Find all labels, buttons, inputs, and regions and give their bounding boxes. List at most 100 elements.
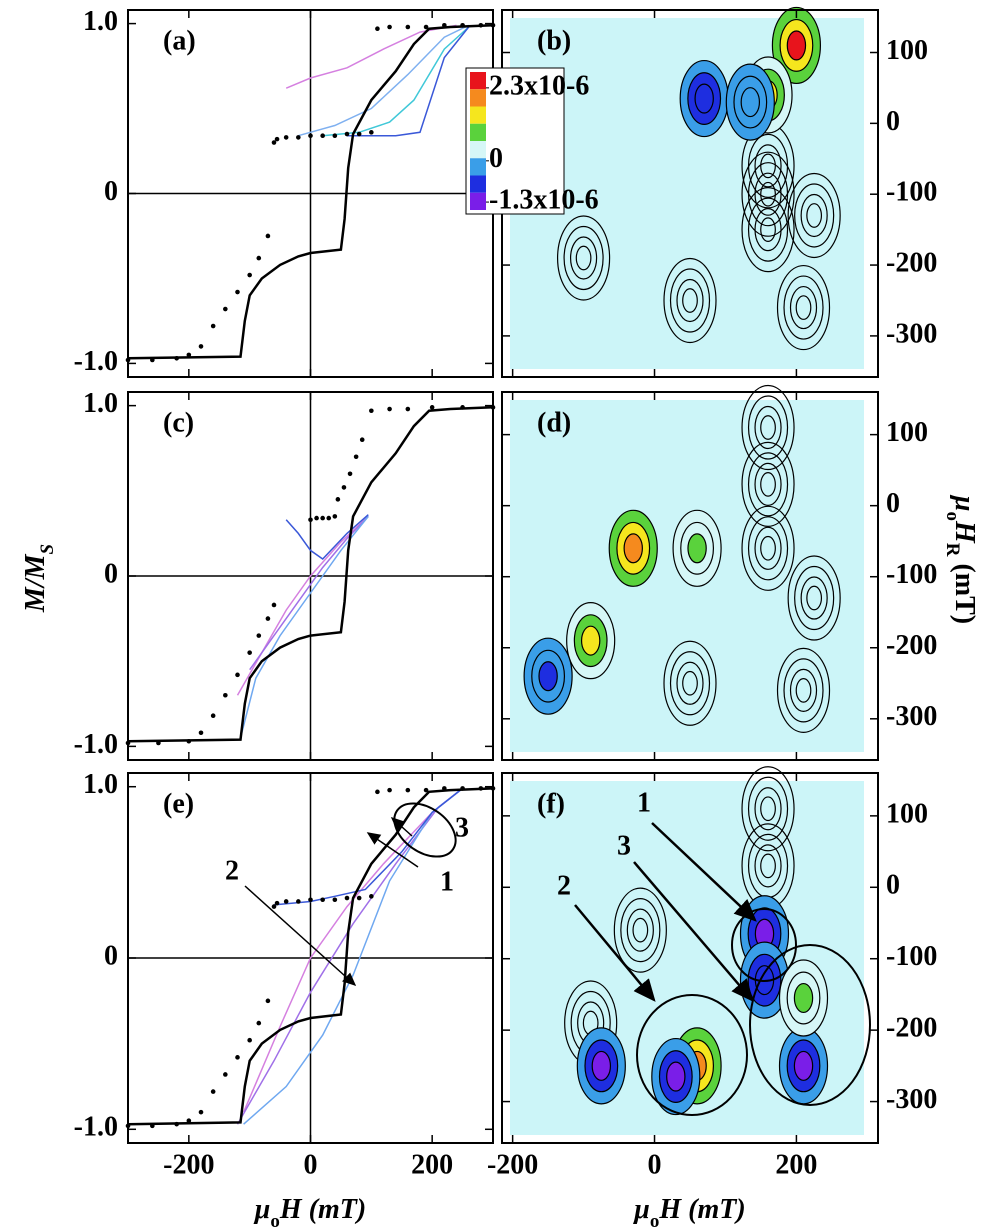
y-tick-label: -1.0 <box>74 1112 118 1143</box>
contour-ring <box>741 151 795 237</box>
data-point <box>442 22 447 28</box>
data-point <box>308 897 313 903</box>
data-point <box>369 130 374 135</box>
curve <box>127 24 494 360</box>
contour-ring <box>575 245 592 271</box>
data-point <box>265 616 271 621</box>
x-tick-label: -200 <box>163 1149 214 1180</box>
colorbar-swatch <box>470 175 486 193</box>
label-part: o <box>270 1211 280 1230</box>
colorbar-swatch <box>470 158 486 176</box>
data-point <box>332 514 338 519</box>
contour-ring <box>787 172 841 259</box>
data-point <box>320 515 325 521</box>
contour-ring <box>682 670 698 696</box>
y-tick-label: -200 <box>886 630 937 661</box>
contour-ring <box>789 668 818 712</box>
annotation-arrow <box>633 861 754 1002</box>
contour-ring <box>806 585 823 611</box>
contour-ring <box>741 187 795 273</box>
data-point <box>174 356 179 361</box>
data-point <box>150 357 155 363</box>
data-point <box>387 406 392 412</box>
data-point <box>186 1118 192 1124</box>
contour-ring <box>613 887 667 973</box>
contour-ring <box>663 640 717 726</box>
annotation: 3 <box>455 812 469 843</box>
data-point <box>344 895 350 901</box>
data-point <box>387 787 392 793</box>
data-point <box>359 437 365 443</box>
colorbar-swatch <box>470 106 486 124</box>
data-point <box>429 405 435 410</box>
density-peak <box>694 83 714 114</box>
data-point <box>247 650 252 655</box>
contour-ring <box>754 405 782 450</box>
contour-ring <box>754 462 782 506</box>
contour-ring <box>626 908 654 952</box>
curve <box>242 787 464 1113</box>
panel-label: (c) <box>163 407 194 438</box>
contour-ring <box>760 415 776 440</box>
data-point <box>460 786 465 791</box>
data-point <box>235 1055 240 1060</box>
contour-ring <box>747 776 789 841</box>
y-tick-label: -1.0 <box>74 346 118 377</box>
contour-ring <box>800 193 828 238</box>
data-point <box>186 352 192 358</box>
contour-ring <box>754 787 782 831</box>
data-point <box>460 22 465 28</box>
data-point <box>375 789 380 795</box>
axis-label: μoH (mT) <box>632 1194 745 1230</box>
annotation: 1 <box>637 787 651 818</box>
y-tick-label: 1.0 <box>83 769 118 800</box>
data-point <box>235 672 240 678</box>
contour-ring <box>563 225 604 291</box>
annotation-arrow <box>574 904 656 1002</box>
data-point <box>247 272 252 278</box>
data-point <box>274 900 280 906</box>
data-point <box>375 26 380 31</box>
contour-ring <box>783 275 824 340</box>
panel-label: (a) <box>163 25 196 56</box>
curve <box>298 24 470 137</box>
contour-ring <box>741 766 795 852</box>
colorbar-swatch <box>470 192 486 210</box>
contour-ring <box>754 208 782 252</box>
data-point <box>344 131 350 137</box>
data-point <box>150 1123 155 1129</box>
contour-ring <box>747 452 789 517</box>
colorbar-swatch <box>470 141 486 159</box>
density-peak <box>786 30 807 61</box>
contour-ring <box>795 678 812 703</box>
y-tick-label: -100 <box>886 559 937 590</box>
data-point <box>256 1020 262 1026</box>
label-part: o <box>942 511 963 521</box>
density-peak <box>591 1050 612 1081</box>
data-point <box>274 136 280 142</box>
x-tick-label: 0 <box>304 1149 318 1180</box>
data-point <box>423 24 429 30</box>
curve <box>243 787 464 1125</box>
density-peak <box>666 1061 686 1092</box>
contour-ring <box>676 278 704 323</box>
data-point <box>442 786 447 791</box>
data-point <box>256 633 262 638</box>
contour-ring <box>620 898 661 963</box>
annotation: 1 <box>440 866 454 897</box>
annotation: 3 <box>617 830 631 861</box>
curve <box>127 787 494 1126</box>
curve <box>236 515 369 696</box>
contour-ring <box>556 215 611 301</box>
data-point <box>460 405 465 410</box>
data-point <box>210 323 216 329</box>
data-point <box>405 787 411 793</box>
contour-ring <box>806 203 823 228</box>
data-point <box>265 233 271 239</box>
data-point <box>356 131 362 137</box>
y-tick-label: -300 <box>886 318 937 349</box>
contour-ring <box>760 181 776 207</box>
annotation-ellipse <box>393 802 457 858</box>
data-point <box>265 998 271 1004</box>
data-point <box>320 897 325 903</box>
